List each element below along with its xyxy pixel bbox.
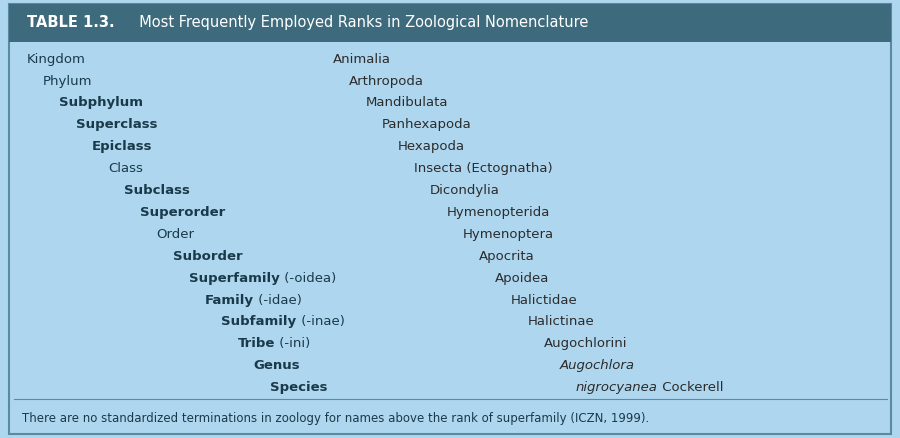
Text: (-idae): (-idae) [254,293,302,307]
Text: Superfamily: Superfamily [189,272,280,285]
Text: Subfamily: Subfamily [221,315,296,328]
Text: nigrocyanea: nigrocyanea [576,381,658,394]
Text: Most Frequently Employed Ranks in Zoological Nomenclature: Most Frequently Employed Ranks in Zoolog… [130,15,589,31]
Text: Class: Class [108,162,143,175]
FancyBboxPatch shape [9,4,891,42]
Text: Subclass: Subclass [124,184,190,197]
Text: Superorder: Superorder [140,206,226,219]
Text: Epiclass: Epiclass [92,140,152,153]
Text: Halictidae: Halictidae [511,293,578,307]
Text: Suborder: Suborder [173,250,242,263]
Text: Animalia: Animalia [333,53,391,66]
Text: Halictinae: Halictinae [527,315,594,328]
Text: Order: Order [157,228,194,241]
Text: Hymenopterida: Hymenopterida [446,206,550,219]
Text: Apocrita: Apocrita [479,250,535,263]
Text: Hexapoda: Hexapoda [398,140,465,153]
Text: Augochlora: Augochlora [560,359,634,372]
Text: Phylum: Phylum [43,74,93,88]
Text: Superclass: Superclass [76,118,158,131]
Text: (-ini): (-ini) [275,337,310,350]
Text: Apoidea: Apoidea [495,272,549,285]
Text: Dicondylia: Dicondylia [430,184,500,197]
Text: Hymenoptera: Hymenoptera [463,228,554,241]
Text: Augochlorini: Augochlorini [544,337,627,350]
Text: Panhexapoda: Panhexapoda [382,118,472,131]
Text: Tribe: Tribe [238,337,275,350]
Text: Subphylum: Subphylum [59,96,143,110]
Text: TABLE 1.3.: TABLE 1.3. [27,15,114,31]
Text: Species: Species [270,381,328,394]
Text: Cockerell: Cockerell [658,381,724,394]
Text: There are no standardized terminations in zoology for names above the rank of su: There are no standardized terminations i… [22,412,650,425]
Text: Insecta (Ectognatha): Insecta (Ectognatha) [414,162,553,175]
Text: (-inae): (-inae) [296,315,345,328]
FancyBboxPatch shape [9,4,891,434]
Text: (-oidea): (-oidea) [280,272,336,285]
Text: Arthropoda: Arthropoda [349,74,424,88]
Text: Family: Family [205,293,254,307]
Text: Kingdom: Kingdom [27,53,86,66]
Text: Mandibulata: Mandibulata [365,96,448,110]
Text: Genus: Genus [254,359,301,372]
